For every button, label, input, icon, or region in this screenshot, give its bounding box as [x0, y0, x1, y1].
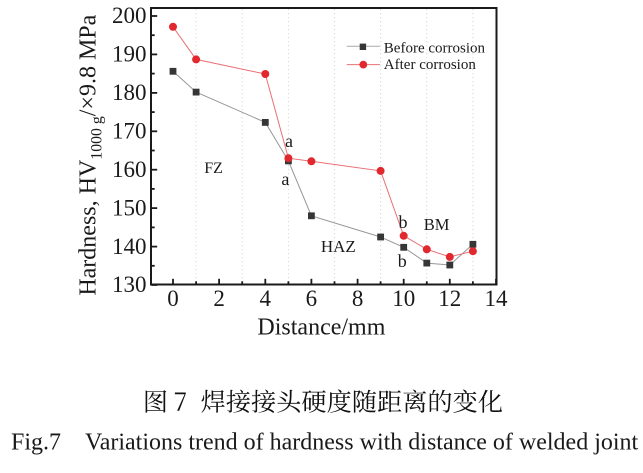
svg-text:Distance/mm: Distance/mm: [257, 315, 385, 341]
svg-text:After corrosion: After corrosion: [384, 57, 477, 73]
svg-text:10: 10: [392, 286, 415, 311]
svg-text:Hardness, HV1000 g/×9.8 MPa: Hardness, HV1000 g/×9.8 MPa: [76, 14, 106, 295]
svg-text:190: 190: [112, 42, 147, 67]
svg-text:12: 12: [438, 286, 461, 311]
svg-text:150: 150: [112, 195, 147, 220]
svg-text:130: 130: [112, 272, 147, 297]
svg-text:a: a: [285, 131, 293, 151]
svg-text:2: 2: [213, 286, 225, 311]
svg-text:BM: BM: [424, 215, 450, 234]
svg-text:4: 4: [260, 286, 272, 311]
svg-text:180: 180: [112, 80, 147, 105]
svg-text:HAZ: HAZ: [321, 237, 356, 256]
svg-text:Fig.7 Variations trend of h: Fig.7 Variations trend of hardness with …: [11, 430, 639, 456]
svg-text:6: 6: [306, 286, 318, 311]
svg-text:14: 14: [485, 286, 509, 311]
svg-text:FZ: FZ: [204, 160, 223, 177]
svg-text:140: 140: [112, 234, 147, 259]
svg-text:170: 170: [112, 119, 147, 144]
svg-text:8: 8: [352, 286, 364, 311]
svg-text:160: 160: [112, 157, 147, 182]
svg-text:a: a: [281, 169, 289, 189]
svg-text:0: 0: [167, 286, 179, 311]
svg-text:Before corrosion: Before corrosion: [384, 40, 486, 56]
svg-text:b: b: [398, 251, 407, 271]
svg-text:200: 200: [112, 3, 147, 28]
svg-text:b: b: [399, 212, 408, 232]
